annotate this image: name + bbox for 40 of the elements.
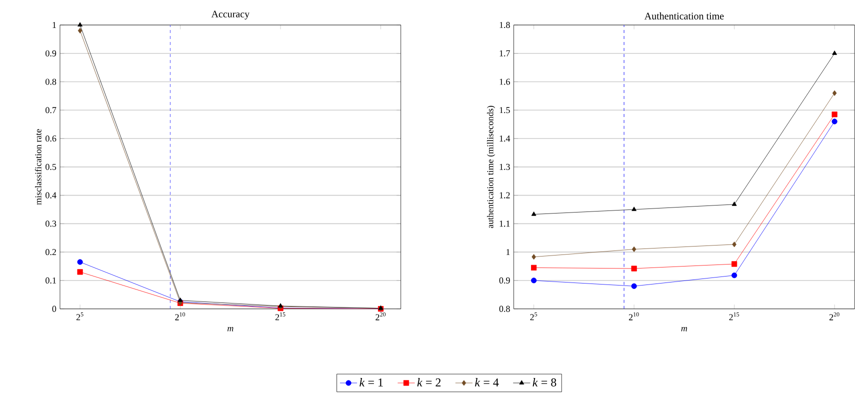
y-tick-label: 0.9 [499,277,510,284]
x-tick-label: 2$^{20}$ [376,312,386,320]
legend-label: k = 4 [475,378,499,386]
x-tick-label: 2$^{15}$ [729,312,740,320]
y-tick-label: 0.3 [46,220,56,227]
y-tick-label: 0.8 [499,306,510,312]
y-tick-label: 1 [506,249,510,256]
y-tick-label: 0.1 [46,278,56,284]
legend-label: k = 2 [417,378,441,386]
chart-title: Authentication time [644,12,724,20]
y-tick-label: 0.5 [46,164,56,170]
y-axis-title: authentication time (milliseconds) [486,106,496,228]
y-tick-label: 1.7 [500,50,510,56]
y-tick-label: 0.6 [46,136,56,142]
y-tick-label: 0 [52,306,56,312]
legend-label: k = 1 [360,378,383,386]
y-tick-label: 1.3 [500,164,510,170]
y-tick-label: 1.1 [500,220,510,227]
legend-label: k = 8 [532,378,556,387]
y-tick-label: 1.5 [500,107,510,114]
x-tick-label: 2$^{15}$ [275,312,286,320]
y-tick-label: 1.6 [500,78,510,85]
y-tick-label: 1.4 [500,136,510,142]
y-tick-label: 0.7 [46,107,56,114]
y-tick-label: 0.9 [46,50,56,57]
x-tick-label: 2$^{10}$ [628,312,639,320]
y-tick-label: 0.2 [46,249,56,256]
x-tick-label: 2$^{10}$ [175,312,186,320]
y-tick-label: 1.2 [500,192,510,198]
y-axis-title: misclassification rate [34,129,42,205]
y-tick-label: 1.8 [500,22,510,28]
x-tick-label: 2$^{20}$ [829,312,840,320]
x-tick-label: 2$^{5}$ [530,312,538,320]
x-tick-label: 2$^{5}$ [76,312,84,320]
x-axis-title: m [227,327,234,332]
chart-title: Accuracy [211,10,250,20]
x-axis-title: m [681,327,688,332]
y-tick-label: 0.8 [46,78,56,85]
y-tick-label: 1 [52,22,56,28]
y-tick-label: 0.4 [46,192,56,198]
